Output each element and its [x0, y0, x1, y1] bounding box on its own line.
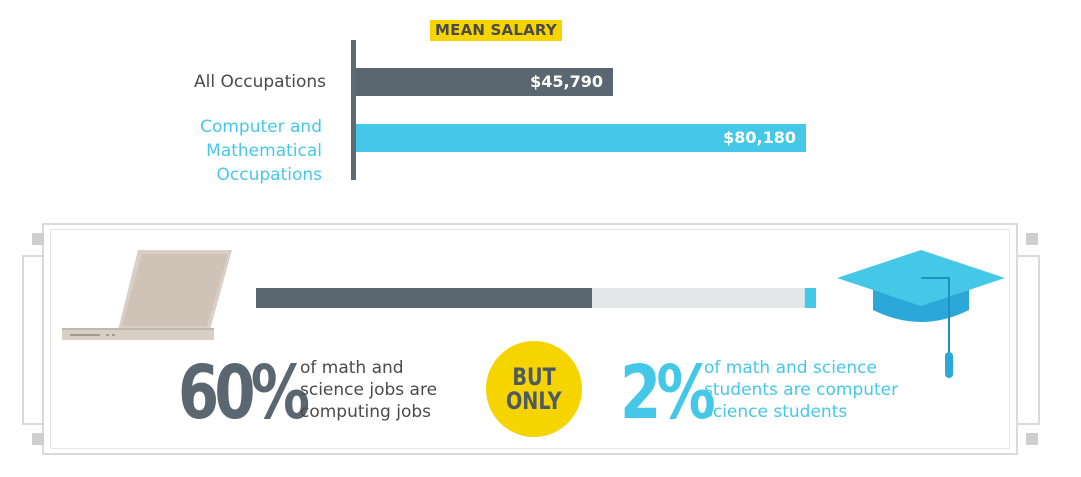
- stat-progress-bar: [256, 288, 816, 308]
- graduation-cap-icon: [837, 250, 1005, 378]
- stat-left-line: computing jobs: [300, 402, 432, 422]
- badge-line: BUT: [512, 363, 556, 391]
- stat-left-value: 60%: [178, 350, 310, 436]
- stat-left-line: of math and: [300, 358, 404, 378]
- frame-side-left: [22, 255, 44, 425]
- bar-all-occupations: $45,790: [356, 68, 613, 96]
- frame-side-right: [1016, 255, 1040, 425]
- frame-corner-tr: [1026, 233, 1038, 245]
- category-label-all-occupations: All Occupations: [150, 70, 326, 94]
- y-axis-line: [351, 40, 356, 180]
- stat-right-value: 2%: [620, 350, 716, 436]
- stat-left-line: science jobs are: [300, 380, 438, 400]
- bar-value-label: $45,790: [530, 72, 603, 91]
- frame-corner-bl: [32, 433, 44, 445]
- stat-bar-segment-2: [804, 288, 816, 308]
- stats-frame: [42, 223, 1018, 455]
- category-label-line: All Occupations: [194, 72, 326, 92]
- category-label-line: Occupations: [216, 165, 322, 185]
- category-label-line: Mathematical: [206, 141, 322, 161]
- stat-bar-segment-1: [592, 288, 805, 308]
- laptop-icon: [62, 250, 232, 340]
- frame-corner-br: [1026, 433, 1038, 445]
- category-label-computer-math: Computer and Mathematical Occupations: [150, 115, 322, 187]
- badge-line: ONLY: [506, 387, 562, 415]
- bar-computer-math: $80,180: [356, 124, 806, 152]
- but-only-badge: BUT ONLY: [486, 341, 582, 437]
- bar-value-label: $80,180: [723, 128, 796, 147]
- stat-right-line: students are computer: [704, 380, 899, 400]
- stat-right-line: of math and science: [704, 358, 877, 378]
- category-label-line: Computer and: [200, 117, 322, 137]
- chart-title: MEAN SALARY: [430, 20, 562, 41]
- frame-corner-tl: [32, 233, 44, 245]
- stat-right-line: science students: [704, 402, 848, 422]
- stat-right-description: of math and science students are compute…: [704, 357, 898, 423]
- stat-bar-segment-0: [256, 288, 592, 308]
- stats-frame-inner: [50, 229, 1010, 449]
- stat-left-description: of math and science jobs are computing j…: [300, 357, 437, 423]
